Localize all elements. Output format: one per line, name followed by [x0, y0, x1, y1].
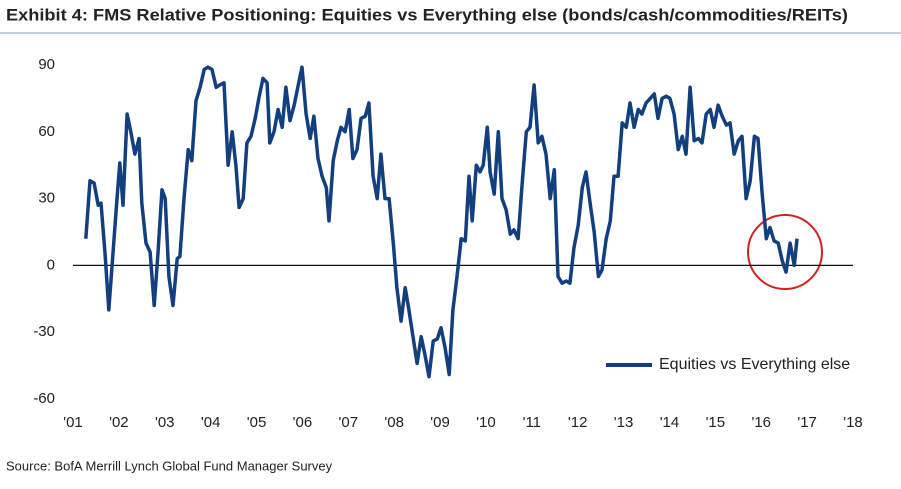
data-line	[84, 65, 799, 379]
y-tick-label: 30	[38, 190, 55, 207]
x-tick-label: '11	[523, 414, 541, 431]
x-tick-label: '17	[797, 414, 817, 431]
legend-label: Equities vs Everything else	[659, 356, 850, 373]
highlight-circle	[747, 214, 823, 290]
chart-title: Exhibit 4: FMS Relative Positioning: Equ…	[6, 5, 848, 24]
x-tick-label: '10	[476, 414, 496, 431]
x-tick-label: '06	[293, 414, 313, 431]
x-tick-label: '18	[843, 414, 863, 431]
x-tick-label: '12	[568, 414, 588, 431]
x-tick-label: '08	[384, 414, 404, 431]
x-tick-label: '01	[63, 414, 83, 431]
x-tick-label: '14	[660, 414, 680, 431]
x-tick-label: '07	[339, 414, 359, 431]
y-tick-label: -60	[33, 390, 55, 407]
x-tick-label: '04	[201, 414, 221, 431]
source-note: Source: BofA Merrill Lynch Global Fund M…	[6, 458, 333, 473]
y-tick-label: -30	[33, 323, 55, 340]
x-tick-label: '13	[614, 414, 634, 431]
y-tick-label: 90	[38, 56, 55, 73]
y-tick-label: 0	[47, 256, 55, 273]
x-tick-label: '02	[109, 414, 129, 431]
x-tick-label: '16	[751, 414, 771, 431]
x-tick-label: '05	[247, 414, 267, 431]
x-tick-label: '03	[155, 414, 175, 431]
x-tick-label: '09	[430, 414, 450, 431]
y-tick-label: 60	[38, 123, 55, 140]
x-tick-label: '15	[706, 414, 726, 431]
